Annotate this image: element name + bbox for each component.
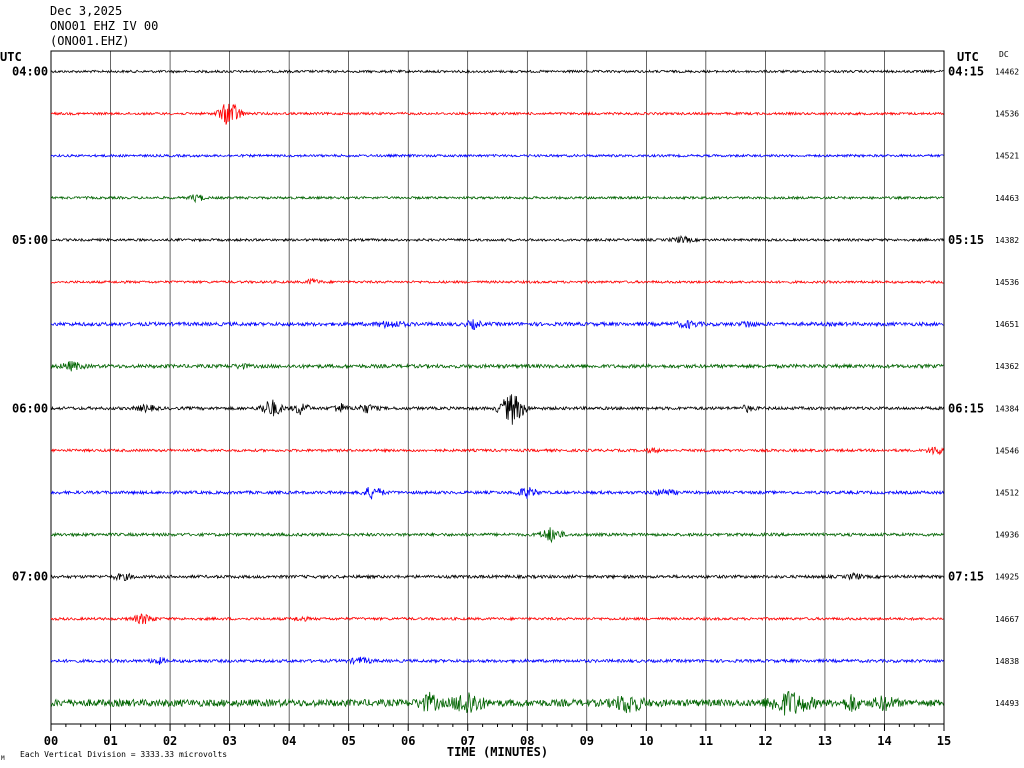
dc-offset-label: 14536 <box>995 278 1019 287</box>
dc-offset-label: 14463 <box>995 194 1019 203</box>
dc-offset-label: 14384 <box>995 404 1019 413</box>
right-time-label: 06:15 <box>948 401 984 415</box>
left-time-label: 04:00 <box>12 65 48 79</box>
left-time-label: 06:00 <box>12 401 48 415</box>
corner-mark: M <box>1 755 5 762</box>
dc-offset-label: 14536 <box>995 110 1019 119</box>
dc-offset-label: 14651 <box>995 320 1019 329</box>
seismic-trace <box>50 571 944 582</box>
seismic-trace <box>50 487 944 500</box>
dc-title: DC <box>999 50 1009 59</box>
seismic-trace <box>50 68 944 74</box>
right-time-label: 07:15 <box>948 570 984 584</box>
channel-code: (ONO01.EHZ) <box>50 34 130 48</box>
seismic-trace <box>50 319 944 331</box>
dc-offset-label: 14838 <box>995 657 1019 666</box>
x-tick-label: 14 <box>877 734 891 748</box>
right-time-label: 04:15 <box>948 65 984 79</box>
x-tick-label: 11 <box>699 734 713 748</box>
left-utc-title: UTC <box>0 50 22 64</box>
dc-offset-label: 14546 <box>995 446 1019 455</box>
x-tick-label: 10 <box>639 734 653 748</box>
seismic-trace <box>50 153 944 159</box>
dc-offset-label: 14493 <box>995 699 1019 708</box>
x-axis-label: TIME (MINUTES) <box>447 745 548 759</box>
dc-offset-label: 14512 <box>995 489 1019 498</box>
x-tick-label: 04 <box>282 734 296 748</box>
left-time-label: 07:00 <box>12 570 48 584</box>
station-code: ONO01 EHZ IV 00 <box>50 19 159 33</box>
x-tick-label: 01 <box>103 734 117 748</box>
x-tick-label: 15 <box>937 734 951 748</box>
x-tick-label: 05 <box>341 734 355 748</box>
plot-frame <box>50 50 945 725</box>
dc-offset-label: 14667 <box>995 615 1019 624</box>
x-tick-label: 03 <box>222 734 236 748</box>
x-tick-label: 08 <box>520 734 534 748</box>
right-utc-title: UTC <box>957 50 979 64</box>
seismic-trace <box>50 103 944 125</box>
seismic-trace <box>50 235 944 244</box>
x-tick-label: 07 <box>461 734 475 748</box>
x-tick-label: 06 <box>401 734 415 748</box>
seismic-trace <box>50 394 944 425</box>
dc-offset-label: 14936 <box>995 531 1019 540</box>
x-tick-label: 02 <box>163 734 177 748</box>
seismic-trace <box>50 656 944 666</box>
right-time-label: 05:15 <box>948 233 984 247</box>
dc-offset-label: 14362 <box>995 362 1019 371</box>
dc-offset-label: 14462 <box>995 68 1019 77</box>
dc-offset-label: 14382 <box>995 236 1019 245</box>
x-tick-label: 00 <box>44 734 58 748</box>
seismic-trace <box>51 446 944 456</box>
seismic-trace <box>50 613 944 625</box>
dc-offset-label: 14925 <box>995 573 1019 582</box>
left-time-label: 05:00 <box>12 233 48 247</box>
seismic-trace <box>50 690 944 716</box>
x-tick-label: 09 <box>580 734 594 748</box>
seismic-trace <box>50 361 944 372</box>
x-tick-label: 13 <box>818 734 832 748</box>
seismic-trace <box>50 527 944 544</box>
seismic-trace <box>50 277 944 285</box>
plot-date: Dec 3,2025 <box>50 4 123 18</box>
dc-offset-label: 14521 <box>995 152 1019 161</box>
x-tick-label: 12 <box>758 734 772 748</box>
scale-note: Each Vertical Division = 3333.33 microvo… <box>20 750 227 759</box>
seismic-trace <box>50 194 944 204</box>
